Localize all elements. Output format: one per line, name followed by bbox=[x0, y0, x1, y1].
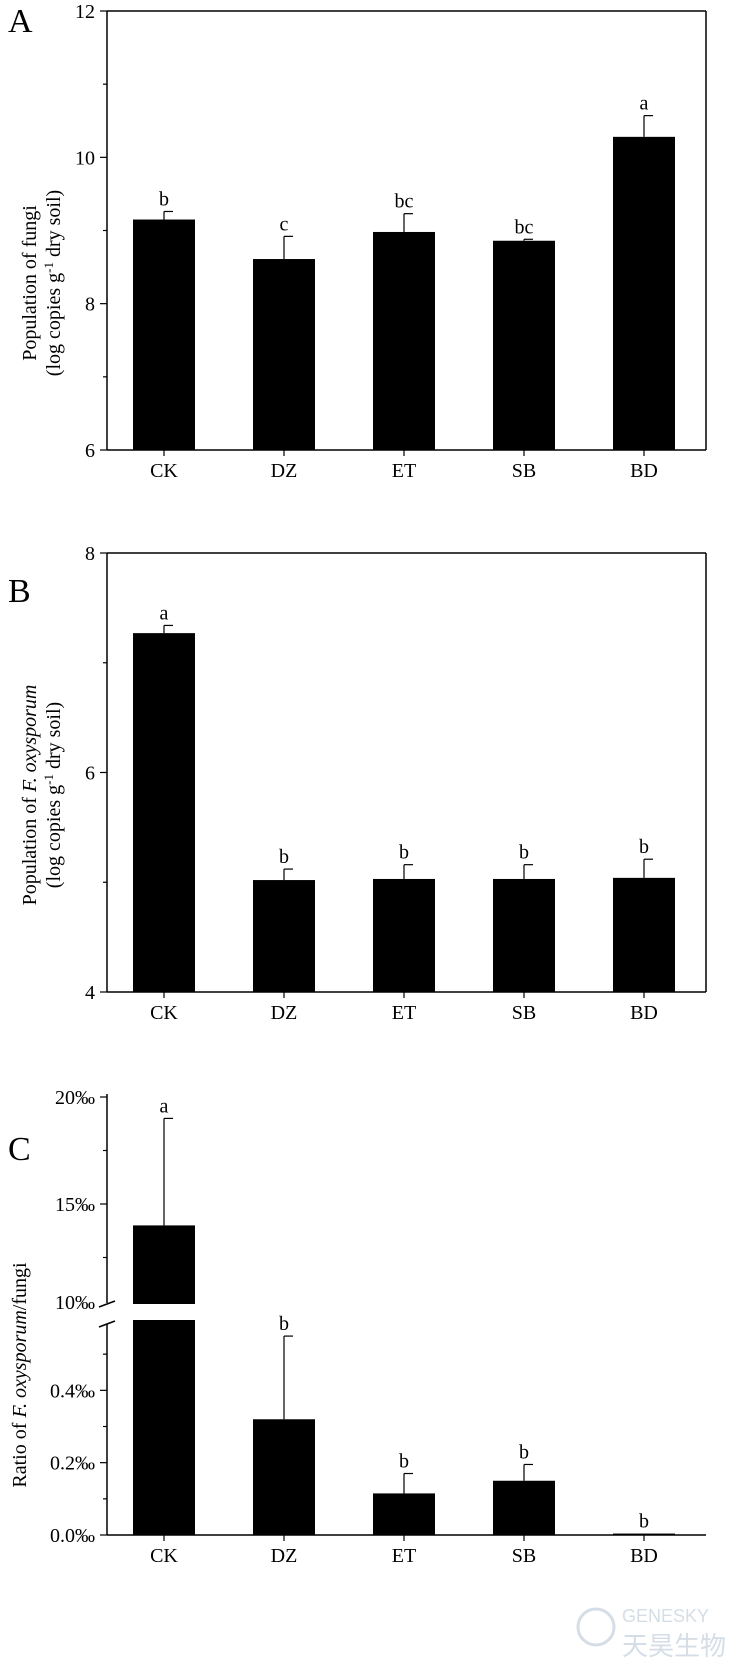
panel-b-ylabel: Population of F. oxysporum (log copies g… bbox=[19, 685, 65, 906]
b-ytick-label: 6 bbox=[85, 763, 95, 785]
b-bar-et bbox=[373, 878, 435, 992]
c-sig-bd: b bbox=[639, 1511, 649, 1533]
a-sig-et: bc bbox=[395, 191, 414, 213]
c-ytick-label-upper: 15‰ bbox=[55, 1194, 95, 1216]
panel-c-axes bbox=[98, 1094, 706, 1541]
c-xtick-sb: SB bbox=[512, 1545, 536, 1567]
panel-c-bars bbox=[133, 1117, 675, 1535]
panel-c-letter: C bbox=[8, 1131, 31, 1168]
b-xtick-bd: BD bbox=[630, 1002, 658, 1024]
c-bar-et bbox=[373, 1493, 435, 1535]
b-bar-bd bbox=[613, 877, 675, 992]
c-ytick-label-upper: 20‰ bbox=[55, 1087, 95, 1109]
a-xtick-bd: BD bbox=[630, 460, 658, 482]
c-xtick-et: ET bbox=[392, 1545, 416, 1567]
panel-b-letter: B bbox=[8, 573, 31, 610]
c-sig-et: b bbox=[399, 1451, 409, 1473]
c-sig-ck: a bbox=[160, 1095, 169, 1117]
b-ytick-label: 8 bbox=[85, 543, 95, 565]
c-axis-break-upper bbox=[98, 1300, 116, 1308]
b-bar-dz bbox=[253, 880, 315, 992]
genesky-watermark: GENESKY 天昊生物 bbox=[576, 1606, 726, 1661]
c-bar-dz bbox=[253, 1419, 315, 1535]
c-xtick-bd: BD bbox=[630, 1545, 658, 1567]
panel-c: C a CK b DZ b ET b SB b BD 0.0‰ 0.2‰ 0.4‰ 10‰ 15‰ 20‰ R… bbox=[8, 1087, 706, 1567]
a-xtick-et: ET bbox=[392, 460, 416, 482]
c-xtick-dz: DZ bbox=[271, 1545, 298, 1567]
c-ytick-label-lower: 0.2‰ bbox=[50, 1453, 95, 1475]
c-bar-ck-lower bbox=[133, 1320, 195, 1535]
c-sig-dz: b bbox=[279, 1313, 289, 1335]
panel-b-ylabel-line2: (log copies g-1 dry soil) bbox=[41, 702, 66, 888]
panel-a-letter: A bbox=[8, 3, 33, 40]
b-sig-sb: b bbox=[519, 842, 529, 864]
panel-a-ylabel-line1: Population of fungi bbox=[19, 205, 41, 361]
watermark-text-en: GENESKY bbox=[622, 1606, 709, 1626]
c-bar-sb bbox=[493, 1480, 555, 1535]
panel-c-ylabel-line1: Ratio of F. oxysporum/fungi bbox=[9, 1262, 31, 1488]
panel-c-ylabel: Ratio of F. oxysporum/fungi bbox=[9, 1262, 31, 1488]
c-axis-break-lower bbox=[98, 1320, 116, 1328]
a-ytick-label: 8 bbox=[85, 294, 95, 316]
panel-a-axes bbox=[100, 10, 707, 456]
panel-c-labels: a CK b DZ b ET b SB b BD 0.0‰ 0.2‰ 0.4‰ 10‰ 15‰ 20‰ bbox=[50, 1087, 658, 1567]
a-sig-ck: b bbox=[159, 188, 169, 210]
a-ytick-label: 10 bbox=[75, 147, 95, 169]
b-sig-et: b bbox=[399, 842, 409, 864]
panel-b-ylabel-line1: Population of F. oxysporum bbox=[19, 685, 41, 906]
panel-a: A b CK c DZ bc ET bc SB a BD 6 8 10 12 Population of … bbox=[8, 1, 707, 482]
c-bar-ck-upper bbox=[133, 1225, 195, 1304]
b-ytick-label: 4 bbox=[85, 982, 95, 1004]
b-xtick-ck: CK bbox=[150, 1002, 178, 1024]
c-ytick-label-lower: 0.4‰ bbox=[50, 1380, 95, 1402]
c-xtick-ck: CK bbox=[150, 1545, 178, 1567]
a-bar-ck bbox=[133, 219, 195, 450]
a-sig-sb: bc bbox=[515, 216, 534, 238]
a-sig-dz: c bbox=[280, 213, 289, 235]
c-ytick-label-lower: 0.0‰ bbox=[50, 1525, 95, 1547]
a-bar-et bbox=[373, 231, 435, 450]
panel-b-axes bbox=[100, 552, 707, 998]
a-xtick-sb: SB bbox=[512, 460, 536, 482]
b-bar-ck bbox=[133, 633, 195, 992]
c-sig-sb: b bbox=[519, 1441, 529, 1463]
b-sig-bd: b bbox=[639, 836, 649, 858]
b-sig-ck: a bbox=[160, 602, 169, 624]
a-ytick-label: 12 bbox=[75, 1, 95, 23]
watermark-logo-icon bbox=[576, 1607, 616, 1647]
c-ytick-label-upper: 10‰ bbox=[55, 1292, 95, 1314]
panel-a-labels: b CK c DZ bc ET bc SB a BD 6 8 10 12 bbox=[75, 1, 658, 482]
panel-a-bars bbox=[133, 115, 675, 450]
panel-b: B a CK b DZ b ET b SB b BD 4 6 8 Population of F. ox… bbox=[8, 543, 707, 1024]
b-xtick-et: ET bbox=[392, 1002, 416, 1024]
b-xtick-dz: DZ bbox=[271, 1002, 298, 1024]
a-bar-dz bbox=[253, 259, 315, 450]
panel-b-labels: a CK b DZ b ET b SB b BD 4 6 8 bbox=[85, 543, 658, 1024]
a-xtick-ck: CK bbox=[150, 460, 178, 482]
a-bar-sb bbox=[493, 240, 555, 450]
b-xtick-sb: SB bbox=[512, 1002, 536, 1024]
watermark-text-cn: 天昊生物 bbox=[622, 1631, 726, 1661]
panel-b-bars bbox=[133, 624, 675, 992]
a-xtick-dz: DZ bbox=[271, 460, 298, 482]
b-bar-sb bbox=[493, 878, 555, 992]
a-bar-bd bbox=[613, 136, 675, 450]
panel-a-ylabel: Population of fungi (log copies g-1 dry … bbox=[19, 190, 65, 376]
panel-a-ylabel-line2: (log copies g-1 dry soil) bbox=[41, 190, 66, 376]
a-ytick-label: 6 bbox=[85, 440, 95, 462]
b-sig-dz: b bbox=[279, 846, 289, 868]
a-sig-bd: a bbox=[640, 93, 649, 115]
